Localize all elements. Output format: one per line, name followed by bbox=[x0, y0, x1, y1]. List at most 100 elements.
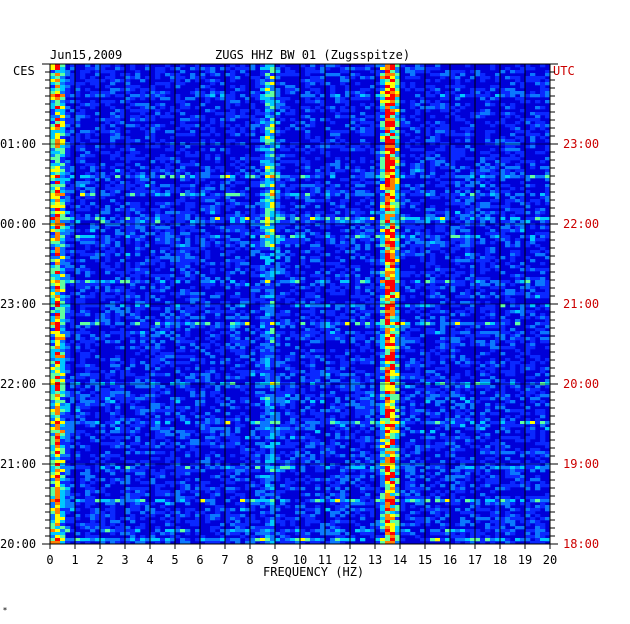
heatmap-cell bbox=[495, 259, 501, 263]
heatmap-cell bbox=[390, 163, 396, 167]
heatmap-cell bbox=[290, 283, 296, 287]
heatmap-cell bbox=[425, 211, 431, 215]
heatmap-cell bbox=[515, 70, 521, 74]
heatmap-cell bbox=[205, 232, 211, 236]
heatmap-cell bbox=[50, 229, 56, 233]
heatmap-cell bbox=[50, 199, 56, 203]
heatmap-cell bbox=[480, 178, 486, 182]
heatmap-cell bbox=[420, 307, 426, 311]
heatmap-cell bbox=[260, 298, 266, 302]
heatmap-cell bbox=[535, 238, 541, 242]
heatmap-cell bbox=[390, 106, 396, 110]
heatmap-cell bbox=[115, 187, 121, 191]
heatmap-cell bbox=[135, 316, 141, 320]
heatmap-cell bbox=[285, 127, 291, 131]
heatmap-cell bbox=[345, 229, 351, 233]
heatmap-cell bbox=[400, 205, 406, 209]
heatmap-cell bbox=[180, 217, 186, 221]
heatmap-cell bbox=[60, 292, 66, 296]
heatmap-cell bbox=[510, 124, 516, 128]
heatmap-cell bbox=[530, 235, 536, 239]
heatmap-cell bbox=[155, 103, 161, 107]
heatmap-cell bbox=[430, 328, 436, 332]
heatmap-cell bbox=[180, 313, 186, 317]
heatmap-cell bbox=[480, 88, 486, 92]
heatmap-cell bbox=[85, 310, 91, 314]
heatmap-cell bbox=[395, 121, 401, 125]
heatmap-cell bbox=[535, 82, 541, 86]
heatmap-cell bbox=[100, 322, 106, 326]
heatmap-cell bbox=[320, 334, 326, 338]
heatmap-cell bbox=[80, 241, 86, 245]
heatmap-cell bbox=[490, 175, 496, 179]
heatmap-cell bbox=[120, 298, 126, 302]
heatmap-cell bbox=[270, 301, 276, 305]
heatmap-cell bbox=[375, 157, 381, 161]
heatmap-cell bbox=[250, 241, 256, 245]
heatmap-cell bbox=[235, 340, 241, 344]
heatmap-cell bbox=[235, 331, 241, 335]
heatmap-cell bbox=[305, 91, 311, 95]
heatmap-cell bbox=[485, 136, 491, 140]
heatmap-cell bbox=[80, 307, 86, 311]
heatmap-cell bbox=[420, 88, 426, 92]
heatmap-cell bbox=[155, 82, 161, 86]
heatmap-cell bbox=[515, 217, 521, 221]
heatmap-cell bbox=[475, 196, 481, 200]
heatmap-cell bbox=[455, 85, 461, 89]
heatmap-cell bbox=[65, 100, 71, 104]
heatmap-cell bbox=[85, 70, 91, 74]
heatmap-cell bbox=[190, 316, 196, 320]
heatmap-cell bbox=[75, 106, 81, 110]
heatmap-cell bbox=[250, 211, 256, 215]
heatmap-cell bbox=[470, 283, 476, 287]
heatmap-cell bbox=[360, 307, 366, 311]
heatmap-cell bbox=[470, 334, 476, 338]
heatmap-cell bbox=[60, 103, 66, 107]
heatmap-cell bbox=[50, 163, 56, 167]
heatmap-cell bbox=[55, 286, 61, 290]
heatmap-cell bbox=[435, 274, 441, 278]
heatmap-cell bbox=[95, 79, 101, 83]
heatmap-cell bbox=[255, 268, 261, 272]
heatmap-cell bbox=[265, 262, 271, 266]
heatmap-cell bbox=[465, 139, 471, 143]
heatmap-cell bbox=[480, 169, 486, 173]
heatmap-cell bbox=[95, 223, 101, 227]
heatmap-cell bbox=[540, 271, 546, 275]
heatmap-cell bbox=[255, 91, 261, 95]
heatmap-cell bbox=[310, 244, 316, 248]
heatmap-cell bbox=[175, 79, 181, 83]
heatmap-cell bbox=[545, 79, 551, 83]
heatmap-cell bbox=[90, 340, 96, 344]
heatmap-cell bbox=[465, 214, 471, 218]
heatmap-cell bbox=[500, 148, 506, 152]
heatmap-cell bbox=[270, 292, 276, 296]
heatmap-cell bbox=[395, 154, 401, 158]
heatmap-cell bbox=[70, 136, 76, 140]
heatmap-cell bbox=[160, 322, 166, 326]
heatmap-cell bbox=[165, 82, 171, 86]
heatmap-cell bbox=[395, 88, 401, 92]
heatmap-cell bbox=[210, 283, 216, 287]
heatmap-cell bbox=[160, 241, 166, 245]
heatmap-cell bbox=[140, 193, 146, 197]
heatmap-cell bbox=[255, 97, 261, 101]
heatmap-cell bbox=[420, 247, 426, 251]
heatmap-cell bbox=[100, 253, 106, 257]
heatmap-cell bbox=[450, 304, 456, 308]
heatmap-cell bbox=[475, 286, 481, 290]
heatmap-cell bbox=[500, 316, 506, 320]
heatmap-cell bbox=[390, 229, 396, 233]
heatmap-cell bbox=[75, 121, 81, 125]
heatmap-cell bbox=[65, 187, 71, 191]
heatmap-cell bbox=[485, 91, 491, 95]
heatmap-cell bbox=[210, 67, 216, 71]
heatmap-cell bbox=[350, 208, 356, 212]
heatmap-cell bbox=[75, 160, 81, 164]
heatmap-cell bbox=[140, 79, 146, 83]
heatmap-cell bbox=[290, 85, 296, 89]
heatmap-cell bbox=[380, 160, 386, 164]
heatmap-cell bbox=[70, 205, 76, 209]
heatmap-cell bbox=[170, 307, 176, 311]
